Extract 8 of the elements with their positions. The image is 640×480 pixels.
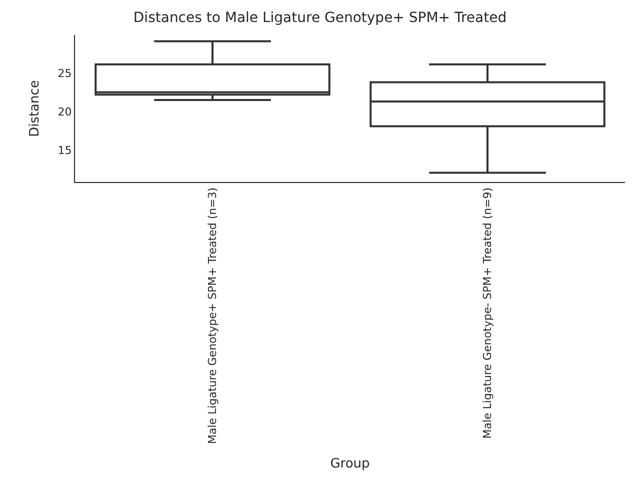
chart-title: Distances to Male Ligature Genotype+ SPM+ Treated [133,10,507,26]
y-axis-title: Distance [28,80,43,137]
x-axis-title: Group [330,456,370,472]
y-tick-label: 20 [58,105,72,118]
x-tick-label: Male Ligature Genotype+ SPM+ Treated (n=3) [206,187,220,444]
y-tick-label: 15 [58,144,72,158]
x-tick-label: Male Ligature Genotype- SPM+ Treated (n=9) [481,187,494,439]
y-tick-label: 25 [58,66,72,80]
